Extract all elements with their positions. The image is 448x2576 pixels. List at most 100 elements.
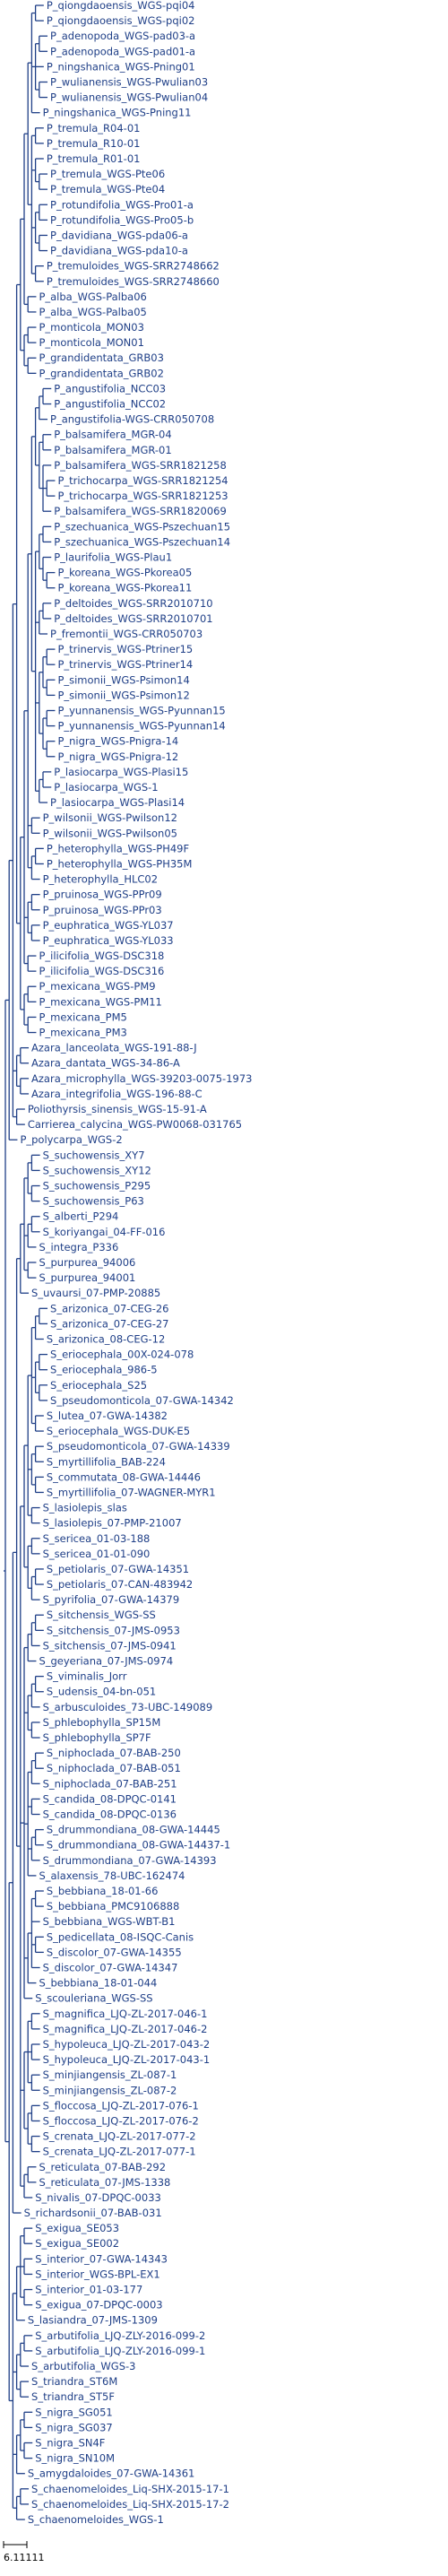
tip-label: S_pedicellata_08-ISQC-Canis [47,1930,194,1943]
tip-label: S_drummondiana_07-GWA-14393 [43,1854,217,1867]
tip-label: S_suchowensis_XY12 [43,1164,151,1176]
tip-label: P_heterophylla_HLC02 [43,873,158,886]
tip-label: S_geyeriana_07-JMS-0974 [39,1655,173,1668]
tip-label: S_udensis_04-bn-051 [47,1686,156,1698]
tip-label: S_discolor_07-GWA-14355 [47,1946,182,1958]
tip-label: S_lasiolepis_slas [43,1502,127,1514]
tip-label: S_reticulata_07-BAB-292 [39,2161,166,2173]
tip-label: P_euphratica_WGS-YL033 [43,934,174,947]
tip-label: P_heterophylla_WGS-PH35M [47,857,193,870]
tip-label: S_suchowensis_XY7 [43,1149,145,1161]
tip-label: S_nigra_SG037 [35,2421,113,2433]
tip-label: P_tremula_R01-01 [47,152,141,165]
tip-label: S_purpurea_94001 [39,1271,135,1284]
tip-label: S_commutata_08-GWA-14446 [47,1470,201,1483]
tip-label: S_triandra_ST5F [31,2390,115,2403]
tip-label: S_exigua_07-DPQC-0003 [35,2299,162,2311]
tip-label: P_fremontii_WGS-CRR050703 [50,628,202,640]
tip-label: S_eriocephala_WGS-DUK-E5 [47,1425,190,1437]
tip-label: P_mexicana_PM3 [39,1027,126,1039]
tip-label: S_nigra_SG051 [35,2406,113,2418]
tip-label: S_drummondiana_08-GWA-14437-1 [47,1839,230,1852]
tip-label: S_bebbiana_18-01-66 [47,1885,159,1897]
tip-label: Azara_microphylla_WGS-39203-0075-1973 [31,1072,252,1085]
tip-label: P_wilsonii_WGS-Pwilson12 [43,811,177,824]
tip-label: P_trichocarpa_WGS-SRR1821254 [57,474,228,487]
tip-label: S_alberti_P294 [43,1210,119,1223]
tip-label: P_wilsonii_WGS-Pwilson05 [43,827,177,839]
tip-label: S_floccosa_LJQ-ZL-2017-076-1 [43,2099,199,2112]
tip-label: S_drummondiana_08-GWA-14445 [47,1824,220,1836]
tip-label: S_chaenomeloides_WGS-1 [28,2513,164,2526]
tip-label: S_pseudomonticola_07-GWA-14342 [50,1394,234,1407]
tip-label: P_pruinosa_WGS-PPr09 [43,889,162,901]
tip-label: P_balsamifera_MGR-01 [54,444,171,456]
tip-label: S_niphoclada_07-BAB-250 [47,1747,181,1759]
scale-bar: 6.11111 [3,2541,45,2563]
tip-label: P_deltoides_WGS-SRR2010710 [54,597,212,610]
tip-label: P_koreana_WGS-Pkorea05 [57,567,192,579]
tip-label: S_alaxensis_78-UBC-162474 [39,1869,185,1882]
tip-label: S_eriocephala_00X-024-078 [50,1349,194,1361]
tip-label: S_viminalis_Jorr [47,1670,127,1683]
tip-label: P_balsamifera_WGS-SRR1821258 [54,459,227,472]
tip-label: S_sitchensis_WGS-SS [47,1609,156,1621]
tip-label: S_phlebophylla_SP15M [43,1716,161,1729]
tip-label: S_crenata_LJQ-ZL-2017-077-1 [43,2146,196,2158]
tip-label: S_amygdaloides_07-GWA-14361 [28,2468,195,2480]
tip-label: P_wulianensis_WGS-Pwulian04 [50,91,208,104]
tip-label: P_adenopoda_WGS-pad01-a [50,45,195,57]
tip-label: S_nivalis_07-DPQC-0033 [35,2191,161,2204]
tip-label: S_scouleriana_WGS-SS [35,1992,152,2005]
tip-label: S_arizonica_07-CEG-26 [50,1302,168,1314]
tip-label: P_polycarpa_WGS-2 [20,1133,122,1146]
tip-label: P_wulianensis_WGS-Pwulian03 [50,75,208,88]
tip-label: P_davidiana_WGS-pda10-a [50,245,188,257]
tip-label: S_petiolaris_07-CAN-483942 [47,1578,193,1591]
tip-label: S_sitchensis_07-JMS-0941 [43,1639,177,1652]
tip-label: S_hypoleuca_LJQ-ZL-2017-043-1 [43,2053,211,2066]
tip-label: S_candida_08-DPQC-0141 [43,1792,177,1805]
tip-label: P_monticola_MON01 [39,336,143,349]
tree-branches [4,4,56,2520]
tip-label: S_bebbiana_18-01-044 [39,1977,157,1990]
tip-label: P_ningshanica_WGS-Pning11 [43,107,192,119]
tip-label: S_bebbiana_WGS-WBT-B1 [43,1915,176,1928]
tip-label: P_qiongdaoensis_WGS-pqi04 [47,0,195,12]
tip-label: P_mexicana_WGS-PM11 [39,995,161,1008]
tip-label: S_lutea_07-GWA-14382 [47,1409,168,1422]
tip-label: P_lasiocarpa_WGS-Plasi15 [54,766,188,778]
tip-label: P_koreana_WGS-Pkorea11 [57,582,192,594]
tip-label: S_koriyangai_04-FF-016 [43,1226,166,1238]
tip-label: P_adenopoda_WGS-pad03-a [50,30,195,42]
tip-label: P_tremula_R04-01 [47,122,141,134]
tip-label: P_ilicifolia_WGS-DSC316 [39,965,164,977]
tip-label: S_chaenomeloides_Liq-SHX-2015-17-2 [31,2498,229,2511]
tip-label: S_purpurea_94006 [39,1256,135,1269]
tip-label: P_yunnanensis_WGS-Pyunnan14 [57,720,225,733]
tip-label: S_arizonica_07-CEG-27 [50,1317,168,1330]
tip-label: S_triandra_ST6M [31,2375,117,2388]
tip-label: S_integra_P336 [39,1241,118,1253]
tip-label: P_heterophylla_WGS-PH49F [47,842,189,854]
tip-label: S_myrtillifolia_BAB-224 [47,1455,166,1468]
tip-label: S_arbutifolia_LJQ-ZLY-2016-099-1 [35,2345,205,2357]
tip-label: S_exigua_SE002 [35,2237,119,2250]
tip-label: S_minjiangensis_ZL-087-2 [43,2084,177,2096]
tip-label: S_candida_08-DPQC-0136 [43,1808,177,1821]
tip-label: P_nigra_WGS-Pnigra-12 [57,750,178,763]
tip-label: P_simonii_WGS-Psimon14 [57,673,189,686]
tip-label: S_lasiolepis_07-PMP-21007 [43,1517,182,1530]
tip-label: S_reticulata_07-JMS-1338 [39,2176,170,2189]
tip-label: P_monticola_MON03 [39,321,143,334]
tip-label: S_bebbiana_PMC9106888 [47,1900,179,1912]
tip-label: S_arbutifolia_LJQ-ZLY-2016-099-2 [35,2329,205,2342]
tip-label: P_mexicana_PM5 [39,1010,126,1023]
tip-label: S_hypoleuca_LJQ-ZL-2017-043-2 [43,2038,211,2051]
tip-label: P_laurifolia_WGS-Plau1 [54,551,172,564]
tip-label: P_balsamifera_MGR-04 [54,429,171,441]
tip-label: S_sericea_01-03-188 [43,1532,151,1545]
tip-label: S_phlebophylla_SP7F [43,1731,151,1744]
tip-label: P_tremula_R10-01 [47,137,141,150]
